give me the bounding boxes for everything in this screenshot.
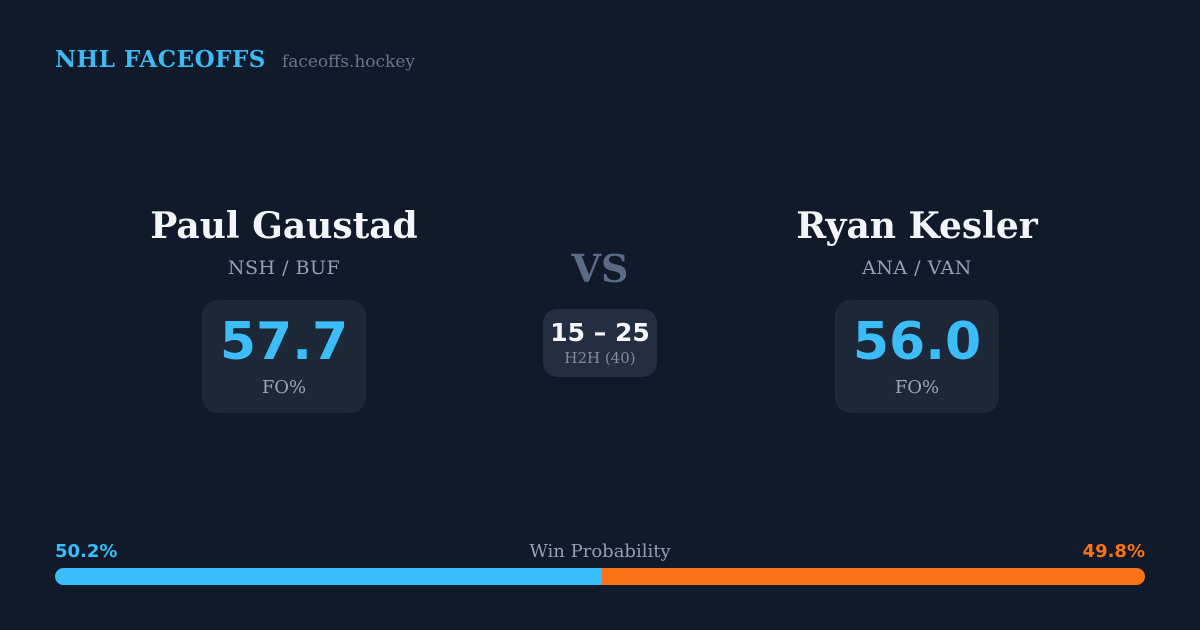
win-probability-bar — [55, 568, 1145, 585]
win-probability-right-pct: 49.8% — [1082, 541, 1145, 562]
player-right-fo-label: FO% — [894, 376, 940, 398]
vs-label: VS — [571, 246, 629, 291]
win-probability-labels: 50.2% Win Probability 49.8% — [55, 541, 1145, 563]
player-right-fo-card: 56.0 FO% — [835, 300, 999, 414]
win-probability-left-pct: 50.2% — [55, 541, 118, 562]
brand-header: NHL FACEOFFS faceoffs.hockey — [55, 46, 415, 73]
h2h-card: 15 – 25 H2H (40) — [543, 309, 657, 377]
win-probability-title: Win Probability — [529, 541, 671, 562]
player-right-section: Ryan Kesler ANA / VAN 56.0 FO% — [737, 205, 1097, 414]
player-right-teams: ANA / VAN — [862, 257, 972, 280]
h2h-label: H2H (40) — [564, 348, 636, 367]
player-left-section: Paul Gaustad NSH / BUF 57.7 FO% — [104, 205, 464, 414]
win-probability-left-fill — [55, 568, 603, 585]
win-probability-right-fill — [602, 568, 1145, 585]
player-left-fo-label: FO% — [261, 376, 307, 398]
brand-title: NHL FACEOFFS — [55, 46, 266, 73]
player-right-fo-value: 56.0 — [852, 311, 982, 372]
h2h-score: 15 – 25 — [550, 318, 650, 348]
player-left-fo-card: 57.7 FO% — [202, 300, 366, 414]
player-right-name: Ryan Kesler — [796, 205, 1038, 247]
player-left-fo-value: 57.7 — [219, 311, 349, 372]
brand-domain: faceoffs.hockey — [281, 52, 416, 72]
player-left-name: Paul Gaustad — [150, 205, 418, 247]
player-left-teams: NSH / BUF — [227, 257, 341, 280]
